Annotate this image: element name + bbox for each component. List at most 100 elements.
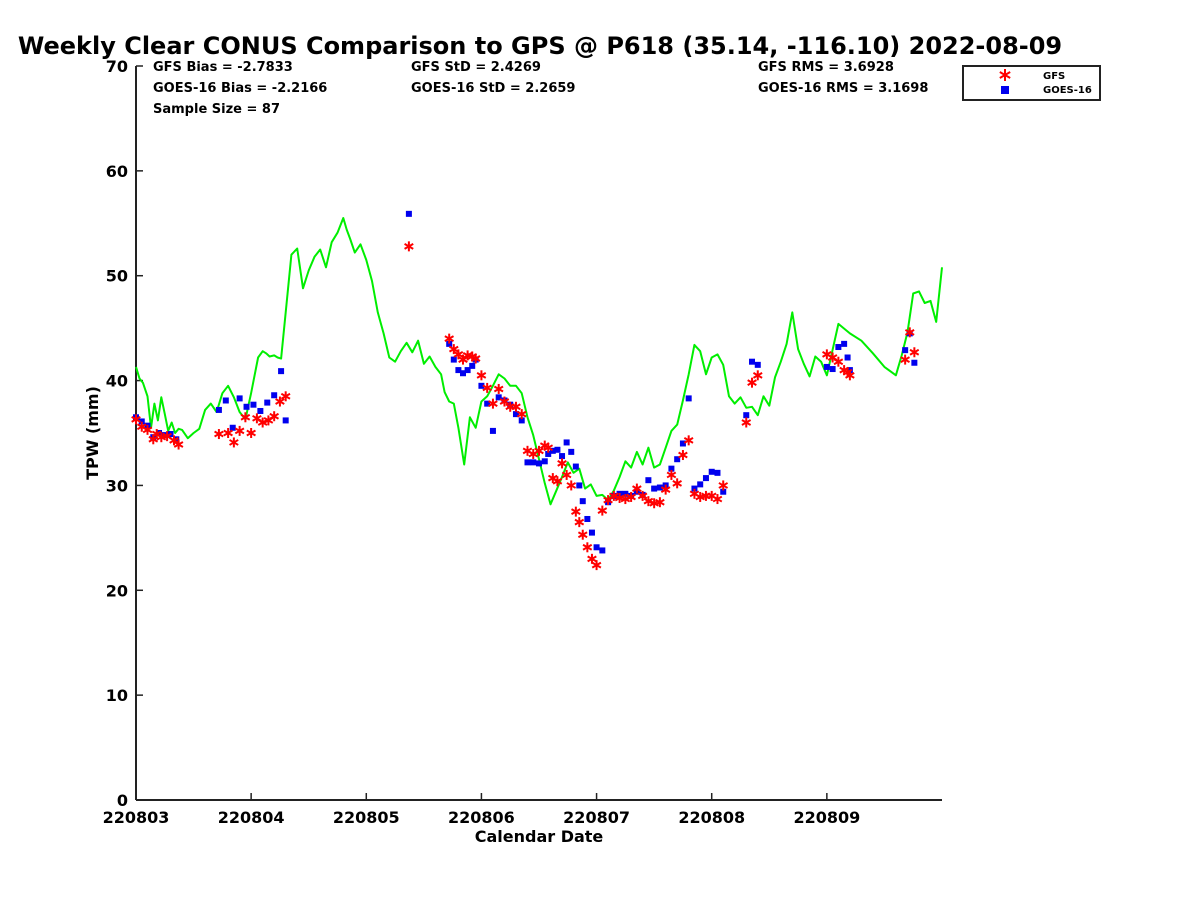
- gfs-point: [566, 480, 577, 491]
- goes16-point: [495, 394, 502, 401]
- goes16-point: [668, 465, 675, 472]
- chart-title: Weekly Clear CONUS Comparison to GPS @ P…: [18, 32, 1062, 60]
- goes16-point: [743, 412, 750, 419]
- x-tick-label: 220808: [678, 808, 745, 827]
- gfs-bias: GFS Bias = -2.7833: [153, 60, 293, 75]
- goes16-point: [524, 459, 531, 466]
- goes16-point: [674, 456, 681, 463]
- gfs-point: [574, 517, 585, 528]
- y-tick-label: 30: [106, 476, 128, 495]
- goes16-point: [651, 485, 658, 492]
- goes16-point: [576, 482, 583, 489]
- goes16-point: [844, 354, 851, 361]
- legend-goes16-label: GOES-16: [1043, 85, 1092, 96]
- goes16-rms: GOES-16 RMS = 3.1698: [758, 81, 928, 96]
- goes16-point: [572, 463, 579, 470]
- x-tick-label: 220804: [218, 808, 285, 827]
- goes16-point: [405, 210, 412, 217]
- gfs-point: [609, 490, 619, 501]
- gfs-point: [672, 478, 683, 489]
- legend-gfs-asterisk: [999, 69, 1011, 81]
- gfs-point: [470, 353, 481, 364]
- goes16-point: [450, 356, 457, 363]
- goes16-point: [720, 488, 727, 495]
- gfs-point: [683, 435, 694, 446]
- gfs-point: [511, 401, 521, 412]
- goes16-point: [446, 340, 453, 347]
- gfs-point: [845, 370, 855, 381]
- goes16-point: [679, 440, 686, 447]
- gfs-point: [482, 382, 493, 393]
- x-axis-ticks: 220803 220804 220805 220806 220807 220808 2208…: [103, 793, 860, 827]
- goes16-point: [484, 400, 491, 407]
- gfs-point: [718, 480, 729, 491]
- gfs-point: [643, 496, 654, 507]
- y-tick-label: 40: [106, 372, 128, 391]
- goes16-point: [563, 439, 570, 446]
- gfs-series: [131, 241, 920, 571]
- gfs-point: [234, 425, 245, 436]
- goes16-point: [222, 397, 229, 404]
- gfs-point: [909, 347, 920, 358]
- gfs-point: [637, 490, 648, 501]
- gfs-point: [246, 428, 256, 438]
- goes16-point: [229, 424, 236, 431]
- y-axis-ticks: 0 10 20 30 40 50 60 70: [106, 57, 143, 810]
- gfs-point: [444, 333, 455, 344]
- goes16-point: [469, 362, 476, 369]
- goes16-point: [656, 484, 663, 491]
- gfs-point: [752, 370, 763, 381]
- legend-gfs-label: GFS: [1043, 71, 1065, 82]
- gfs-point: [223, 428, 233, 438]
- gfs-point: [660, 484, 671, 495]
- goes16-point: [282, 417, 289, 424]
- gfs-point: [280, 391, 291, 402]
- gfs-point: [476, 370, 487, 381]
- gfs-point: [689, 488, 700, 499]
- legend-box: [962, 65, 1101, 101]
- y-tick-label: 0: [117, 791, 128, 810]
- x-tick-label: 220803: [103, 808, 170, 827]
- gfs-point: [591, 560, 602, 571]
- goes16-point: [645, 477, 652, 484]
- y-tick-label: 20: [106, 581, 128, 600]
- goes16-point: [554, 446, 561, 453]
- goes16-point: [215, 406, 222, 413]
- gfs-point: [240, 412, 251, 423]
- goes16-point: [250, 401, 257, 408]
- goes16-std: GOES-16 StD = 2.2659: [411, 81, 575, 96]
- goes16-point: [530, 459, 537, 466]
- goes16-point: [549, 447, 556, 454]
- gfs-point: [257, 417, 268, 428]
- gfs-std: GFS StD = 2.4269: [411, 60, 541, 75]
- gfs-point: [900, 354, 910, 365]
- x-tick-label: 220806: [448, 808, 515, 827]
- y-tick-label: 70: [106, 57, 128, 76]
- gfs-point: [458, 354, 468, 365]
- gfs-point: [666, 469, 677, 480]
- goes16-point: [512, 411, 519, 418]
- gfs-point: [404, 241, 414, 252]
- gfs-point: [597, 505, 608, 516]
- goes16-point: [835, 344, 842, 351]
- gfs-point: [626, 491, 636, 502]
- goes16-point: [541, 458, 548, 465]
- gfs-point: [229, 437, 239, 448]
- goes16-point: [568, 448, 575, 455]
- gfs-point: [712, 494, 723, 505]
- gfs-point: [493, 383, 504, 394]
- gfs-point: [587, 553, 597, 564]
- goes16-point: [236, 395, 243, 402]
- x-tick-label: 220809: [793, 808, 860, 827]
- goes16-point: [464, 367, 471, 374]
- goes16-point: [264, 399, 271, 406]
- sample-size: Sample Size = 87: [153, 102, 280, 117]
- goes16-point: [685, 395, 692, 402]
- gfs-point: [561, 469, 572, 480]
- gfs-point: [582, 542, 593, 553]
- gfs-point: [741, 417, 752, 428]
- gfs-point: [169, 435, 179, 446]
- y-tick-label: 50: [106, 267, 128, 286]
- goes16-point: [697, 481, 704, 488]
